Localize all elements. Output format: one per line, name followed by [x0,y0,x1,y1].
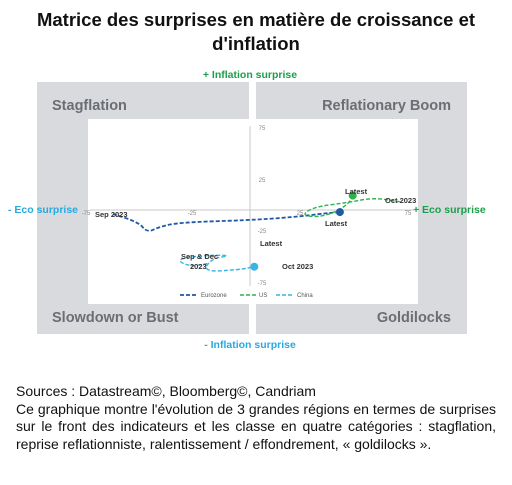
x-tick-label: -25 [188,211,197,217]
axis-label-right: + Eco surprise [413,204,486,216]
quadrant-label-goldilocks: Goldilocks [377,310,451,326]
annotation-eurozone-latest: Latest [325,219,348,228]
x-tick-label: 25 [297,211,304,217]
legend-label-eurozone: Eurozone [201,293,227,299]
latest-marker-china [250,262,259,271]
latest-marker-eurozone [335,208,344,217]
annotation-china-latest: Latest [260,239,283,248]
axis-label-top: + Inflation surprise [203,69,297,81]
y-tick-label: -75 [258,281,267,287]
latest-marker-us [348,191,357,200]
quadrant-label-reflationary-boom: Reflationary Boom [322,98,451,114]
plot-area [88,119,418,304]
quadrant-label-stagflation: Stagflation [52,98,127,114]
legend-label-us: US [259,293,267,299]
legend-label-china: China [297,293,313,299]
series-line-china [179,254,255,272]
chart-description: Ce graphique montre l'évolution de 3 gra… [16,400,496,452]
annotation-us-latest: Latest [345,187,368,196]
y-tick-label: 25 [259,178,266,184]
annotation-eurozone-start: Sep 2023 [95,210,128,219]
series-line-eurozone [112,211,340,232]
axis-label-bottom: - Inflation surprise [204,339,296,351]
annotation-china-start: Sep & Dec [181,252,218,261]
y-tick-label: 75 [259,126,266,132]
page-title: Matrice des surprises en matière de croi… [36,9,476,54]
y-tick-label: -25 [258,229,267,235]
chart-legend: Eurozone US China [180,293,313,299]
sources-line: Sources : Datastream©, Bloomberg©, Candr… [16,383,316,399]
annotation-china-oct: Oct 2023 [282,262,313,271]
annotation-china-start-year: 2023 [190,262,207,271]
x-tick-label: -75 [82,211,91,217]
annotation-us-start: Oct 2023 [385,196,416,205]
quadrant-label-slowdown-or-bust: Slowdown or Bust [52,310,179,326]
axis-label-left: - Eco surprise [8,204,78,216]
surprise-matrix-chart: Stagflation Reflationary Boom Slowdown o… [8,69,486,351]
x-tick-label: 75 [405,211,412,217]
